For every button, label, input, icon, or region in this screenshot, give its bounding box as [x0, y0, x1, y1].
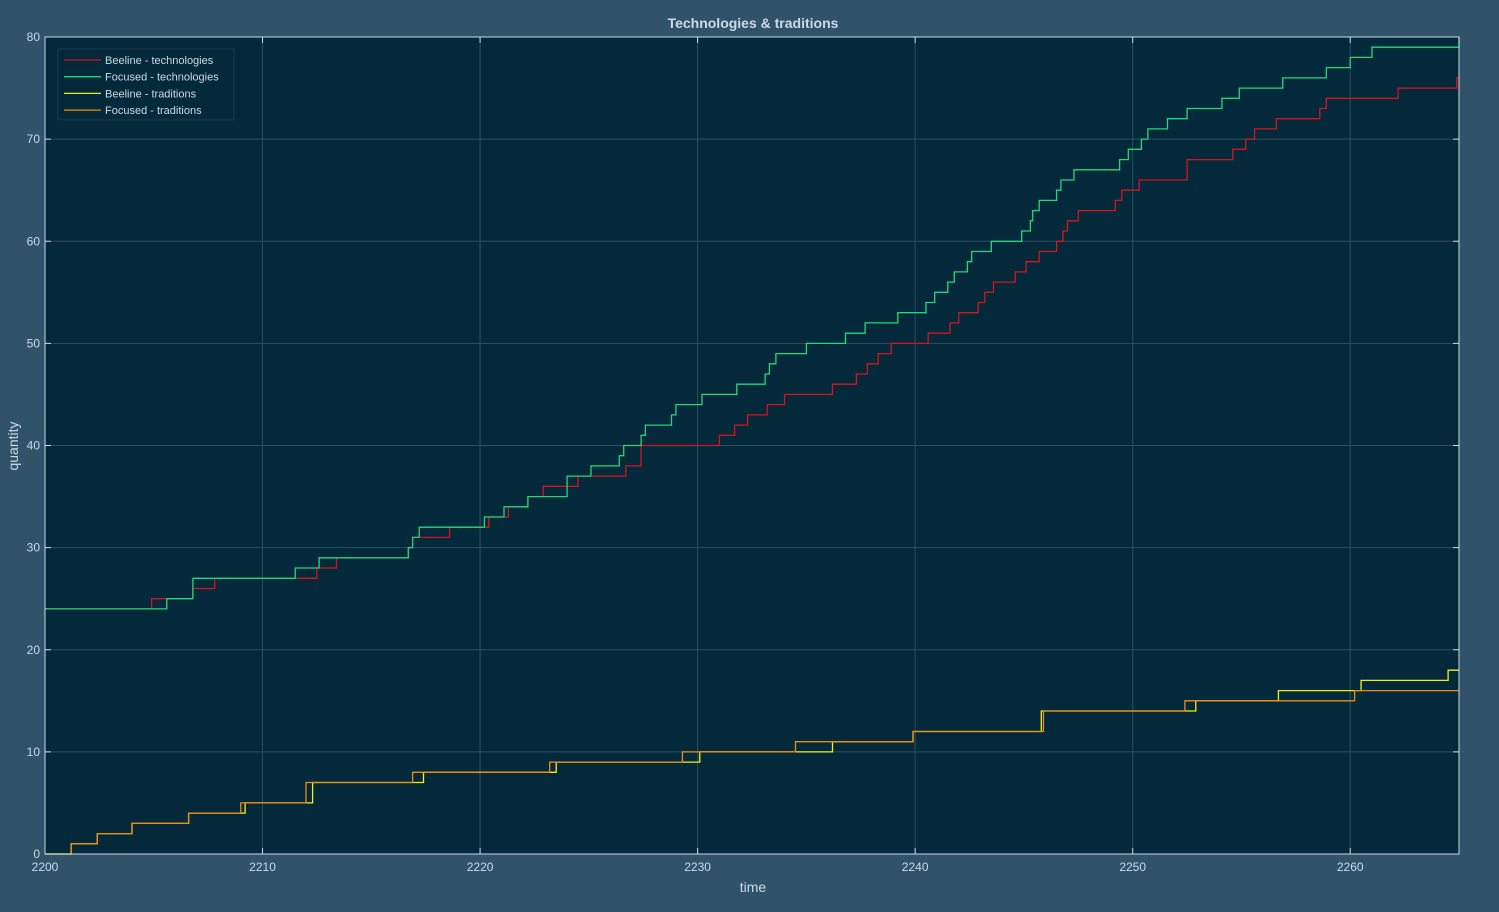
legend-label: Focused - technologies: [105, 72, 219, 84]
y-tick-label: 40: [27, 439, 41, 453]
x-tick-label: 2200: [32, 860, 59, 874]
y-axis-label: quantity: [5, 421, 21, 470]
y-tick-label: 10: [27, 745, 41, 759]
series-line-3: [45, 689, 1459, 855]
series-line-0: [45, 77, 1459, 610]
y-tick-label: 80: [27, 30, 41, 44]
legend-label: Beeline - technologies: [105, 55, 214, 67]
x-tick-label: 2220: [467, 860, 494, 874]
y-tick-label: 30: [27, 541, 41, 555]
y-tick-label: 20: [27, 643, 41, 657]
series-layer: [45, 37, 1460, 855]
legend-box: [57, 48, 235, 121]
x-axis: 2200 2210 2220 2230 2240 2250 2260: [32, 37, 1364, 874]
y-tick-label: 50: [27, 336, 41, 350]
x-tick-label: 2230: [684, 860, 711, 874]
x-tick-label: 2260: [1337, 860, 1364, 874]
y-tick-label: 60: [27, 234, 41, 248]
legend: Beeline - technologies Focused - technolo…: [57, 48, 235, 121]
x-tick-label: 2240: [902, 860, 929, 874]
x-axis-label: time: [740, 879, 767, 895]
legend-label: Focused - traditions: [105, 105, 202, 117]
x-tick-label: 2210: [249, 860, 276, 874]
series-line-1: [45, 37, 1460, 610]
x-tick-label: 2250: [1119, 860, 1146, 874]
y-axis: 0 10 20 30 40 50 60 70 80: [27, 30, 1459, 861]
y-tick-label: 70: [27, 132, 41, 146]
y-tick-label: 0: [33, 847, 40, 861]
chart-title: Technologies & traditions: [668, 15, 839, 31]
legend-label: Beeline - traditions: [105, 88, 197, 100]
